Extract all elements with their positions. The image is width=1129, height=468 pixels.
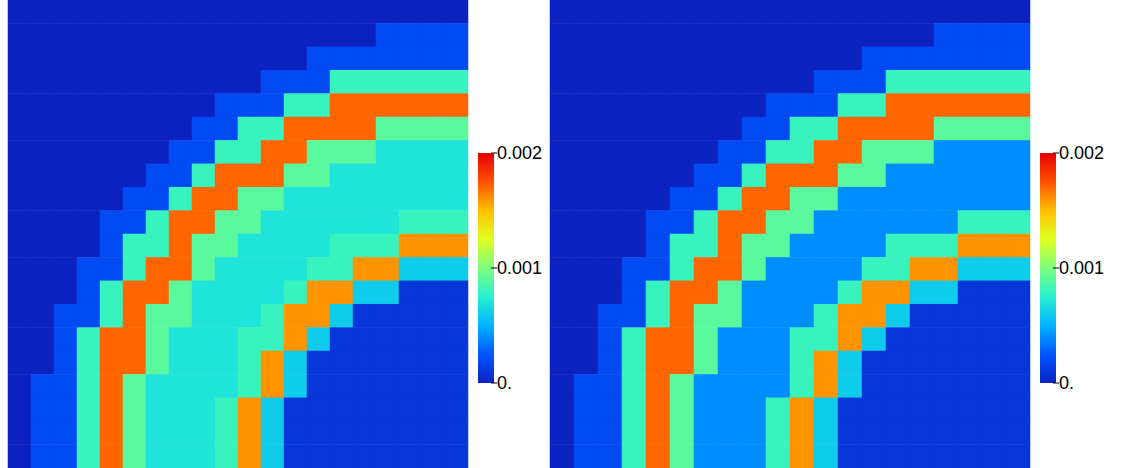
svg-text:0.002: 0.002 <box>1059 143 1104 163</box>
svg-text:0.001: 0.001 <box>1059 258 1104 278</box>
svg-text:0.002: 0.002 <box>497 143 542 163</box>
svg-text:0.001: 0.001 <box>497 258 542 278</box>
svg-text:0.: 0. <box>497 373 512 393</box>
svg-text:0.: 0. <box>1059 373 1074 393</box>
